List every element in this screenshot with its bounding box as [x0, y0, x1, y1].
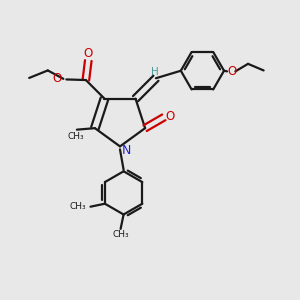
Text: N: N	[121, 144, 131, 157]
Text: H: H	[151, 67, 158, 76]
Text: CH₃: CH₃	[67, 132, 84, 141]
Text: CH₃: CH₃	[112, 230, 129, 239]
Text: CH₃: CH₃	[70, 202, 86, 211]
Text: O: O	[166, 110, 175, 123]
Text: O: O	[84, 47, 93, 60]
Text: O: O	[228, 65, 237, 78]
Text: O: O	[52, 72, 61, 85]
